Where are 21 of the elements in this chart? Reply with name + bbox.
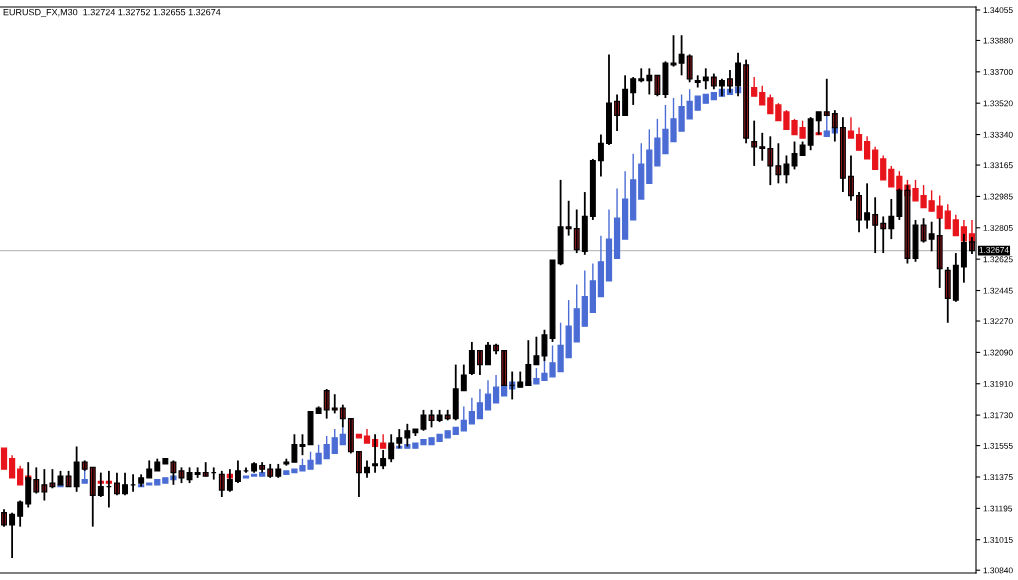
y-tick-label: 1.31555 <box>983 442 1013 449</box>
chart-title: EURUSD_FX,M30 1.32724 1.32752 1.32655 1.32674 <box>3 8 221 18</box>
y-tick-label: 1.33165 <box>983 162 1013 169</box>
y-tick-label: 1.32445 <box>983 287 1013 294</box>
y-tick-label: 1.31195 <box>983 505 1013 512</box>
y-tick-label: 1.33880 <box>983 37 1013 44</box>
y-tick-label: 1.31910 <box>983 380 1013 387</box>
y-tick-label: 1.32625 <box>983 256 1013 263</box>
y-tick-label: 1.33340 <box>983 131 1013 138</box>
y-tick-label: 1.32985 <box>983 193 1013 200</box>
y-tick-label: 1.32805 <box>983 224 1013 231</box>
ref-line-label: 1.32674 <box>979 246 1009 253</box>
y-tick-label: 1.31015 <box>983 536 1013 543</box>
y-tick-label: 1.34055 <box>983 7 1013 14</box>
y-tick-label: 1.33700 <box>983 69 1013 75</box>
y-tick-label: 1.31730 <box>983 412 1013 419</box>
y-tick-label: 1.31375 <box>983 474 1013 481</box>
y-tick-label: 1.32270 <box>983 318 1013 325</box>
y-tick-label: 1.33520 <box>983 100 1013 107</box>
y-tick-label: 1.32090 <box>983 349 1013 356</box>
y-tick-label: 1.30840 <box>983 567 1013 574</box>
